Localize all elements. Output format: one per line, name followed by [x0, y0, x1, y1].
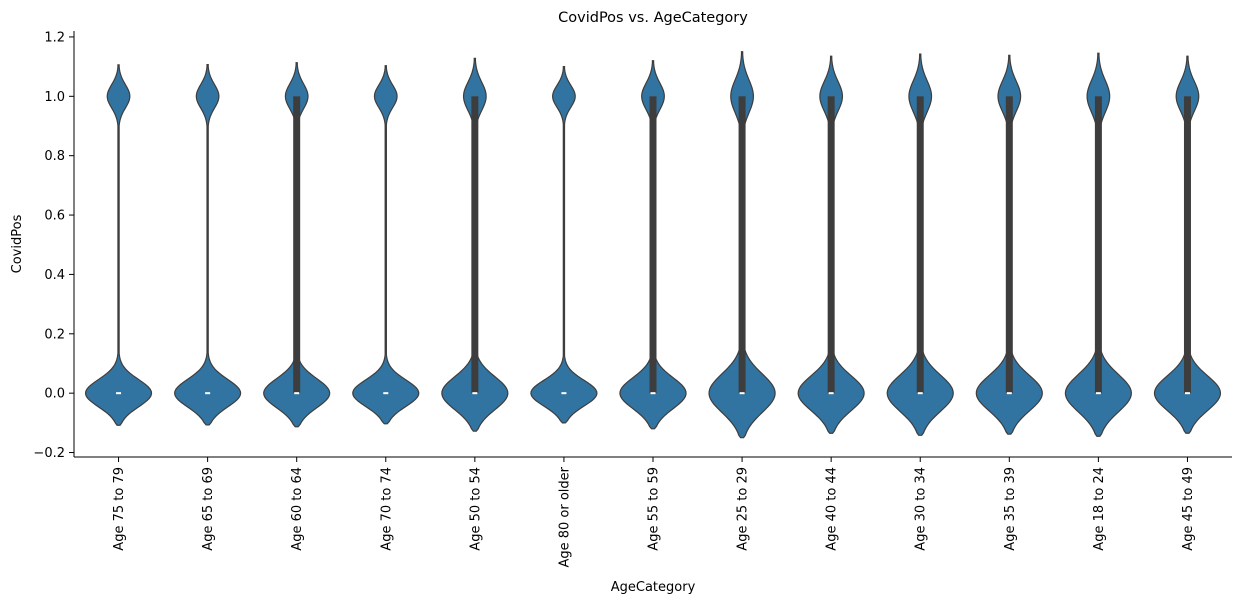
- y-axis-ticks: −0.2 0.0 0.2 0.4 0.6 0.8 1.0 1.2: [33, 30, 74, 461]
- violin-iqr-box: [827, 96, 835, 394]
- violin-iqr-box: [649, 96, 657, 394]
- violin-body: [352, 65, 420, 425]
- y-tick-label: 0.8: [44, 149, 65, 164]
- chart-title: CovidPos vs. AgeCategory: [558, 10, 748, 26]
- x-tick-label: Age 25 to 29: [736, 467, 751, 551]
- violin-body: [84, 64, 153, 426]
- violin-iqr-box: [916, 96, 924, 394]
- x-tick-label: Age 65 to 69: [201, 467, 216, 551]
- x-axis-label: AgeCategory: [611, 580, 696, 595]
- x-tick-label: Age 60 to 64: [290, 467, 305, 551]
- y-tick-label: 1.0: [44, 90, 65, 105]
- y-axis-label: CovidPos: [10, 214, 25, 273]
- violin-body: [530, 66, 598, 424]
- violin-iqr-box: [1183, 96, 1191, 394]
- x-tick-label: Age 40 to 44: [825, 467, 840, 551]
- y-tick-label: 0.6: [44, 209, 65, 224]
- x-axis-ticks: Age 75 to 79 Age 65 to 69 Age 60 to 64 Age …: [112, 457, 1196, 568]
- violin-iqr-box: [293, 96, 301, 394]
- x-tick-label: Age 18 to 24: [1092, 467, 1107, 551]
- violin-iqr-box: [1094, 96, 1102, 394]
- violin-body: [174, 63, 242, 426]
- x-tick-label: Age 50 to 54: [468, 467, 483, 551]
- y-tick-label: 1.2: [44, 30, 65, 45]
- x-tick-label: Age 45 to 49: [1181, 467, 1196, 551]
- x-tick-label: Age 35 to 39: [1003, 467, 1018, 551]
- y-tick-label: −0.2: [33, 446, 65, 461]
- violin-iqr-box: [738, 96, 746, 394]
- violin-iqr-box: [471, 96, 479, 394]
- violins-layer: [84, 51, 1222, 439]
- x-tick-label: Age 80 or older: [557, 466, 572, 567]
- y-tick-label: 0.4: [44, 268, 65, 283]
- plot-area: −0.20.00.20.40.60.81.01.2 Age 75 to 79 Ag…: [33, 30, 1232, 568]
- y-tick-label: 0.2: [44, 327, 65, 342]
- y-tick-label: 0.0: [44, 387, 65, 402]
- x-tick-label: Age 55 to 59: [647, 467, 662, 551]
- x-tick-label: Age 70 to 74: [379, 467, 394, 551]
- violin-iqr-box: [1005, 96, 1013, 394]
- x-tick-label: Age 30 to 34: [914, 467, 929, 551]
- x-tick-label: Age 75 to 79: [112, 467, 127, 551]
